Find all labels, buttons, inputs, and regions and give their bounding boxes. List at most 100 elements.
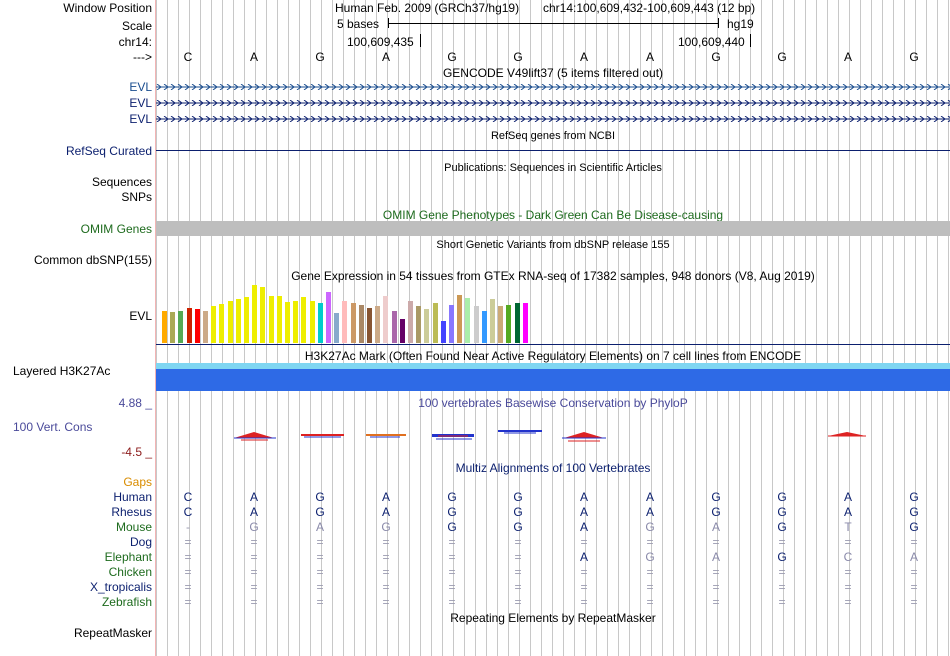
gtex-tissue-bar[interactable] (383, 296, 388, 343)
gencode-item-1[interactable]: EVL (129, 80, 152, 94)
gencode-item-2[interactable]: EVL (129, 96, 152, 110)
phylop-wiggle[interactable] (156, 425, 950, 447)
gtex-tissue-bar[interactable] (449, 305, 454, 343)
gtex-tissue-bar[interactable] (400, 319, 405, 343)
h3k27ac-main-layer[interactable] (156, 369, 950, 391)
species-label-mouse[interactable]: Mouse (115, 520, 152, 534)
gtex-tissue-bar[interactable] (178, 311, 183, 343)
gencode-item-3[interactable]: EVL (129, 112, 152, 126)
species-label-elephant[interactable]: Elephant (104, 550, 152, 564)
grid-line (882, 0, 883, 656)
phylop-label[interactable]: 100 Vert. Cons (13, 420, 93, 434)
grid-line (915, 0, 916, 656)
publications-label-sequences[interactable]: Sequences (91, 175, 152, 189)
species-label-x-tropicalis[interactable]: X_tropicalis (89, 580, 152, 594)
gtex-tissue-bar[interactable] (203, 311, 208, 343)
gtex-tissue-bar[interactable] (211, 306, 216, 343)
gtex-label[interactable]: EVL (129, 309, 152, 323)
gtex-tissue-bar[interactable] (375, 306, 380, 343)
species-base: = (646, 595, 654, 609)
gtex-tissue-bar[interactable] (515, 303, 520, 343)
assembly-text: Human Feb. 2009 (GRCh37/hg19) (335, 1, 520, 15)
gtex-tissue-bar[interactable] (498, 306, 503, 343)
multiz-gaps-label[interactable]: Gaps (123, 475, 152, 489)
gtex-tissue-bar[interactable] (219, 304, 224, 343)
gtex-tissue-bar[interactable] (301, 297, 306, 343)
species-base: G (381, 520, 391, 534)
gtex-tissue-bar[interactable] (457, 295, 462, 343)
refseq-label[interactable]: RefSeq Curated (65, 144, 152, 158)
gencode-transcript-3[interactable] (156, 116, 950, 122)
gtex-tissue-bar[interactable] (170, 312, 175, 343)
species-base: = (316, 565, 324, 579)
grid-line (299, 0, 300, 656)
gtex-tissue-bar[interactable] (474, 306, 479, 343)
species-label-dog[interactable]: Dog (129, 535, 152, 549)
species-label-human[interactable]: Human (113, 490, 152, 504)
gtex-tissue-bar[interactable] (424, 309, 429, 343)
grid-line (497, 0, 498, 656)
grid-line (893, 0, 894, 656)
gtex-tissue-bar[interactable] (252, 285, 257, 343)
repeatmasker-title: Repeating Elements by RepeatMasker (450, 611, 656, 625)
species-base: G (777, 505, 787, 519)
gtex-tissue-bar[interactable] (433, 303, 438, 343)
grid-line (618, 0, 619, 656)
dbsnp-label[interactable]: Common dbSNP(155) (33, 253, 152, 267)
gtex-tissue-bar[interactable] (342, 301, 347, 343)
gtex-tissue-bar[interactable] (195, 309, 200, 343)
gtex-tissue-bar[interactable] (277, 296, 282, 343)
gtex-tissue-bar[interactable] (482, 311, 487, 343)
gtex-tissue-bar[interactable] (351, 303, 356, 343)
species-label-rhesus[interactable]: Rhesus (111, 505, 152, 519)
gtex-tissue-bar[interactable] (228, 301, 233, 343)
gencode-transcript-1[interactable] (156, 84, 950, 90)
grid-line (860, 0, 861, 656)
gtex-tissue-bar[interactable] (236, 299, 241, 343)
gtex-tissue-bar[interactable] (162, 311, 167, 343)
h3k27ac-label[interactable]: Layered H3K27Ac (13, 364, 111, 378)
gtex-tissue-bar[interactable] (244, 297, 249, 343)
gtex-tissue-bar[interactable] (260, 287, 265, 343)
species-label-zebrafish[interactable]: Zebrafish (101, 595, 152, 609)
gtex-tissue-bar[interactable] (318, 303, 323, 343)
gtex-tissue-bar[interactable] (465, 298, 470, 343)
gtex-tissue-bar[interactable] (408, 301, 413, 343)
gtex-tissue-bar[interactable] (506, 305, 511, 343)
species-base: = (316, 550, 324, 564)
species-base: A (711, 520, 720, 534)
species-base: = (778, 595, 786, 609)
grid-line (530, 0, 531, 656)
gtex-tissue-bar[interactable] (187, 308, 192, 343)
db-text: hg19 (727, 17, 754, 31)
gtex-tissue-bar[interactable] (416, 306, 421, 343)
publications-label-snps[interactable]: SNPs (121, 190, 152, 204)
gtex-tissue-bar[interactable] (490, 299, 495, 343)
h3k27ac-top-layer[interactable] (156, 363, 950, 369)
gtex-tissue-bar[interactable] (310, 301, 315, 343)
coords-text: chr14:100,609,432-100,609,443 (12 bp) (543, 1, 756, 15)
species-base: G (513, 490, 523, 504)
gtex-tissue-bar[interactable] (285, 302, 290, 343)
gtex-tissue-bar[interactable] (269, 296, 274, 343)
gtex-tissue-bar[interactable] (326, 292, 331, 343)
species-base: = (910, 580, 918, 594)
gtex-tissue-bar[interactable] (367, 308, 372, 343)
gtex-tissue-bar[interactable] (392, 311, 397, 343)
gtex-tissue-bar[interactable] (359, 305, 364, 343)
species-base: G (315, 505, 325, 519)
species-label-chicken[interactable]: Chicken (108, 565, 152, 579)
gencode-transcript-2[interactable] (156, 100, 950, 106)
species-base: = (778, 580, 786, 594)
species-base: = (712, 535, 720, 549)
gtex-bar-chart[interactable] (162, 284, 534, 343)
gtex-tissue-bar[interactable] (293, 301, 298, 343)
gtex-tissue-bar[interactable] (523, 303, 528, 343)
omim-gene-bar[interactable] (156, 221, 950, 236)
gtex-tissue-bar[interactable] (441, 321, 446, 343)
omim-label[interactable]: OMIM Genes (80, 222, 152, 236)
repeatmasker-label[interactable]: RepeatMasker (73, 626, 152, 640)
refseq-gene-line[interactable] (156, 150, 950, 151)
gtex-tissue-bar[interactable] (334, 313, 339, 343)
